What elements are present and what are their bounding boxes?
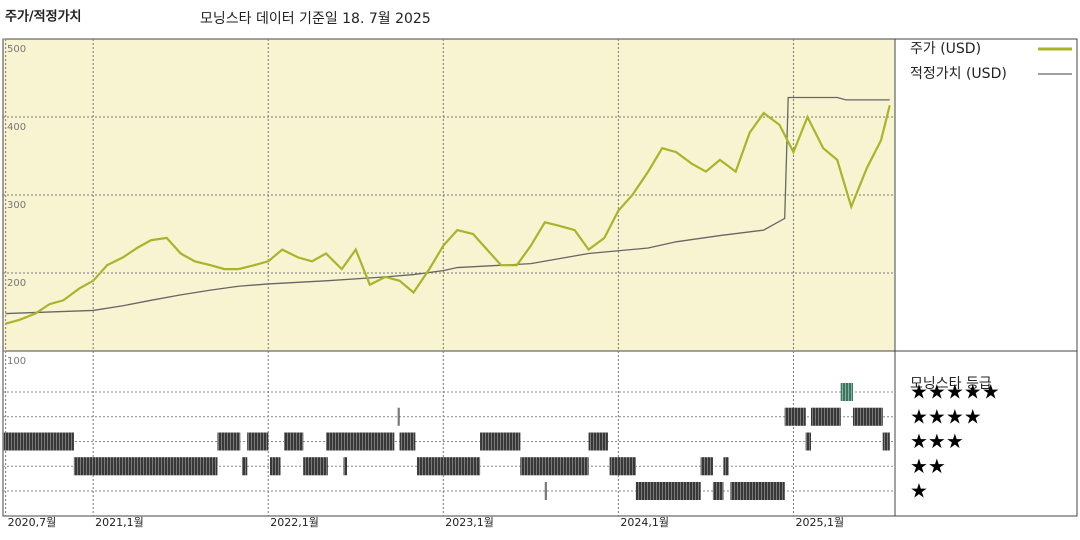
x-tick-label: 2021,1월 — [95, 516, 144, 529]
rating-bar-texture — [73, 457, 218, 476]
y-tick-label: 200 — [7, 278, 26, 289]
series-line — [5, 105, 891, 325]
rating-bar-texture — [326, 432, 395, 451]
rating-period — [343, 457, 348, 476]
rating-period — [217, 432, 241, 451]
legend-label: 주가 (USD) — [910, 41, 981, 57]
rating-bar-texture — [343, 457, 348, 476]
x-tick-label: 2023,1월 — [445, 516, 494, 529]
y-tick-label: 500 — [7, 44, 26, 55]
rating-period — [635, 482, 701, 500]
rating-period — [544, 482, 547, 500]
rating-period — [241, 457, 248, 476]
rating-bar-texture — [723, 457, 729, 476]
rating-period — [784, 407, 806, 426]
rating-period — [810, 407, 841, 426]
series-line — [5, 96, 890, 315]
rating-bar-texture — [303, 457, 328, 476]
rating-period — [3, 432, 74, 451]
rating-bar-texture — [852, 407, 883, 426]
rating-label: ★★★ — [910, 429, 964, 453]
rating-bar-texture — [840, 383, 853, 401]
rating-bar-texture — [397, 407, 400, 426]
rating-label: ★ — [910, 479, 928, 503]
rating-period — [609, 457, 636, 476]
rating-period — [417, 457, 481, 476]
rating-period — [723, 457, 729, 476]
rating-period — [303, 457, 328, 476]
x-tick-label: 2024,1월 — [620, 516, 669, 529]
rating-bar-texture — [417, 457, 481, 476]
x-tick-label: 2025,1월 — [795, 516, 844, 529]
legend-label: 적정가치 (USD) — [910, 66, 1007, 82]
rating-bar-texture — [784, 407, 806, 426]
rating-bar-texture — [805, 432, 811, 451]
rating-period — [588, 432, 608, 451]
chart-title: 주가/적정가치 — [5, 9, 82, 25]
rating-period — [397, 407, 400, 426]
rating-bar-texture — [730, 482, 785, 500]
rating-period — [269, 457, 281, 476]
rating-period — [520, 457, 589, 476]
rating-period — [480, 432, 521, 451]
rating-bar-texture — [217, 432, 241, 451]
rating-period — [326, 432, 395, 451]
rating-period — [805, 432, 811, 451]
x-tick-label: 2020,7월 — [8, 516, 57, 529]
rating-bar-texture — [3, 432, 74, 451]
rating-bar-texture — [609, 457, 636, 476]
rating-bar-texture — [241, 457, 248, 476]
rating-period — [247, 432, 269, 451]
rating-period — [73, 457, 218, 476]
y-tick-label: 300 — [7, 200, 26, 211]
rating-label: ★★★★★ — [910, 380, 1000, 404]
rating-period — [730, 482, 785, 500]
rating-bar-texture — [810, 407, 841, 426]
rating-bar-texture — [399, 432, 416, 451]
rating-bar-texture — [283, 432, 304, 451]
rating-title: 모닝스타 등급 — [910, 376, 992, 392]
y-tick-label: 100 — [7, 356, 26, 367]
rating-bar-texture — [588, 432, 608, 451]
rating-period — [840, 383, 853, 401]
rating-bar-texture — [712, 482, 724, 500]
frame — [2, 38, 1078, 517]
rating-period — [712, 482, 724, 500]
rating-period — [399, 432, 416, 451]
rating-period — [882, 432, 890, 451]
chart-subtitle: 모닝스타 데이터 기준일 18. 7월 2025 — [200, 11, 431, 27]
rating-bar-texture — [247, 432, 269, 451]
y-tick-label: 400 — [7, 122, 26, 133]
rating-label: ★★ — [910, 454, 946, 478]
rating-bar-texture — [520, 457, 589, 476]
rating-period — [700, 457, 713, 476]
rating-bar-texture — [635, 482, 701, 500]
rating-bar-texture — [882, 432, 890, 451]
rating-bar-texture — [544, 482, 547, 500]
rating-period — [852, 407, 883, 426]
rating-bar-texture — [269, 457, 281, 476]
rating-label: ★★★★ — [910, 404, 982, 428]
rating-period — [283, 432, 304, 451]
rating-bar-texture — [480, 432, 521, 451]
rating-bar-texture — [700, 457, 713, 476]
x-tick-label: 2022,1월 — [270, 516, 319, 529]
